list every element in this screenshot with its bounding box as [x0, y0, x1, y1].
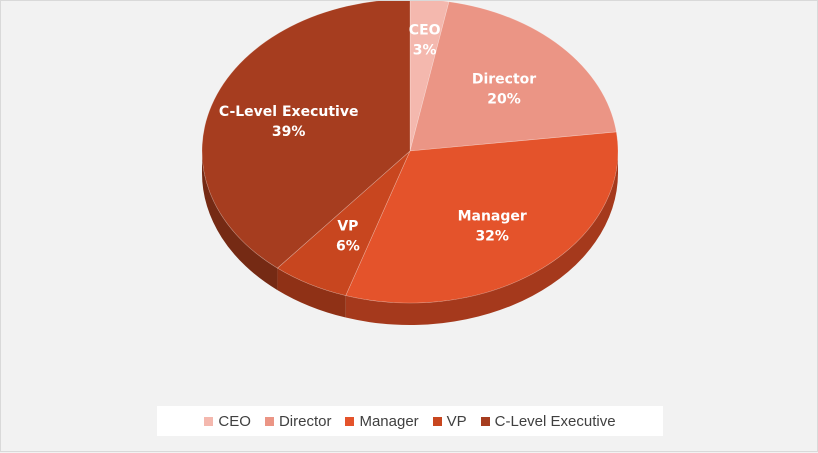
slice-label-name-vp: VP [337, 219, 358, 235]
legend-label-director: Director [278, 412, 332, 430]
pie-slice-manager [345, 131, 619, 304]
slice-label-value-vp: 6% [336, 239, 360, 255]
legend-swatch-c-level-executive [480, 416, 490, 426]
legend-swatch-director [264, 416, 274, 426]
slice-label-name-c-level-executive: C-Level Executive [219, 104, 359, 120]
pie-slice-c-level-executive [201, 1, 411, 269]
pie-slice-vp [276, 150, 411, 296]
legend-item-vp: VP [432, 412, 467, 430]
pie-side-c-level-executive [202, 151, 278, 291]
slice-label-value-c-level-executive: 39% [272, 124, 306, 140]
slice-label-value-director: 20% [487, 91, 521, 107]
legend-label-ceo: CEO [218, 412, 251, 430]
legend-swatch-manager [345, 416, 355, 426]
slice-label-name-manager: Manager [458, 209, 527, 225]
legend-label-vp: VP [446, 412, 467, 430]
legend-swatch-vp [432, 416, 442, 426]
pie-slice-ceo [409, 1, 450, 152]
pie-tops [201, 1, 619, 304]
legend-item-ceo: CEO [204, 413, 251, 430]
legend-label-c-level-executive: C-Level Executive [494, 412, 616, 430]
legend-label-manager: Manager [359, 412, 419, 430]
legend-item-c-level-executive: C-Level Executive [480, 412, 616, 430]
slice-label-value-manager: 32% [475, 229, 509, 245]
legend-swatch-ceo [204, 416, 214, 426]
slice-label-name-director: Director [472, 71, 536, 87]
pie-slice-director [409, 1, 617, 152]
legend: CEO Director Manager VP C-Level Executiv… [157, 406, 663, 436]
slice-label-name-ceo: CEO [409, 23, 441, 39]
pie-labels: CEO 3% Director 20% Manager 32% VP 6% C-Level Ex… [219, 23, 536, 255]
pie-side-manager [345, 151, 618, 326]
pie-side-vp [277, 268, 346, 318]
pie-sides [202, 151, 618, 326]
slice-label-value-ceo: 3% [413, 43, 437, 59]
legend-item-director: Director [264, 412, 332, 430]
legend-item-manager: Manager [345, 412, 419, 430]
